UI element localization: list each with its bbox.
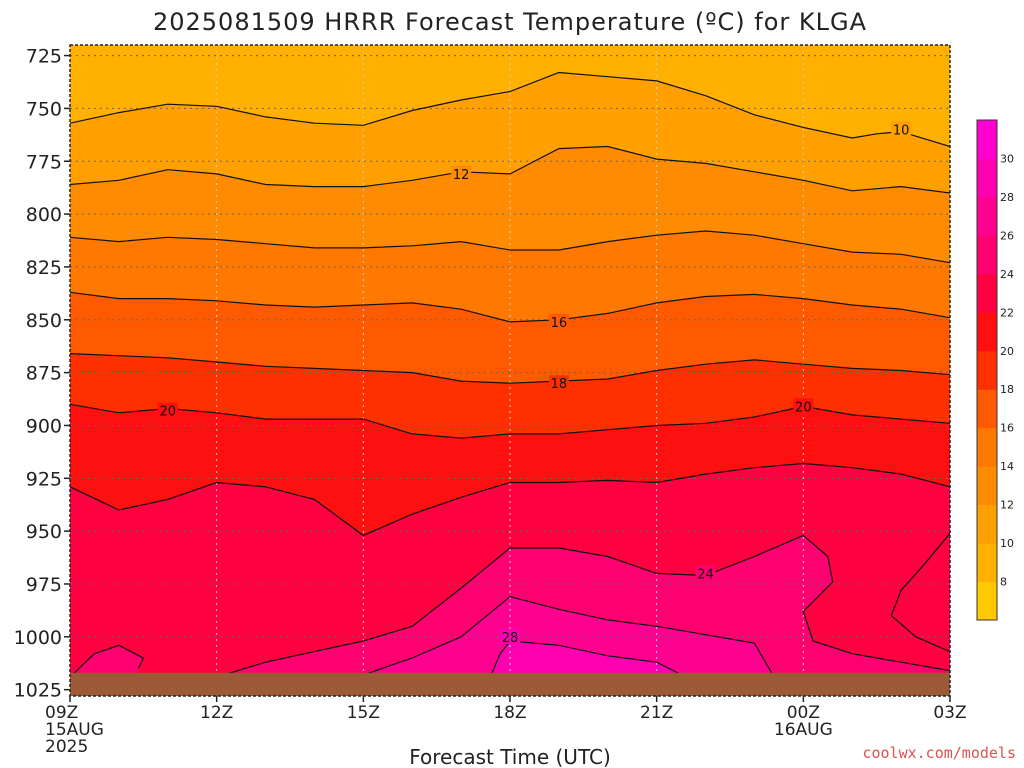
contour-labels: 10 12 16 18 20 20 24 28 bbox=[157, 121, 912, 646]
isotherm-12 bbox=[70, 145, 950, 194]
colorbar-tick-label: 30 bbox=[1000, 152, 1014, 165]
colorbar-segment bbox=[977, 235, 997, 275]
y-tick-label: 750 bbox=[26, 98, 62, 120]
isotherm-28 bbox=[489, 640, 687, 678]
contour-label-group: 18 bbox=[548, 375, 569, 392]
y-tick-label: 875 bbox=[26, 363, 62, 385]
x-tick-label: 15AUG bbox=[45, 720, 104, 740]
x-axis-label: Forecast Time (UTC) bbox=[409, 745, 611, 768]
credit-text: coolwx.com/models bbox=[862, 744, 1016, 762]
contour-label: 18 bbox=[551, 377, 568, 392]
y-tick-label: 825 bbox=[26, 257, 62, 279]
colorbar-segment bbox=[977, 196, 997, 236]
contour-label: 20 bbox=[160, 405, 177, 420]
colorbar-tick-label: 8 bbox=[1000, 576, 1007, 589]
x-tick-label: 15Z bbox=[347, 703, 380, 723]
contour-label-bg bbox=[548, 313, 569, 329]
colorbar-segment bbox=[977, 273, 997, 313]
contour-label-bg bbox=[500, 628, 520, 644]
x-tick-label: 09Z bbox=[45, 703, 78, 723]
y-tick-label: 850 bbox=[26, 310, 62, 332]
x-tick-label: 16AUG bbox=[774, 720, 833, 740]
contour-label-group: 20 bbox=[793, 398, 814, 415]
contour-label-group: 20 bbox=[157, 402, 178, 420]
isotherm-22-pocket bbox=[890, 532, 950, 653]
colorbar-segment bbox=[977, 120, 997, 159]
colorbar-tick-label: 22 bbox=[1000, 306, 1014, 319]
colorbar-legend: 8 10 12 14 16 18 20 22 24 26 28 30 bbox=[976, 119, 1014, 621]
colorbar-segment bbox=[977, 427, 997, 467]
contour-label-bg bbox=[891, 121, 912, 137]
y-tick-label: 1000 bbox=[14, 627, 62, 649]
contour-label-group: 24 bbox=[695, 565, 716, 582]
isotherm-26 bbox=[363, 596, 775, 678]
x-tick-label: 21Z bbox=[640, 703, 673, 723]
isotherm-14 bbox=[70, 230, 950, 264]
y-tick-label: 775 bbox=[26, 151, 62, 173]
contour-label: 16 bbox=[551, 316, 568, 331]
colorbar-segment bbox=[977, 312, 997, 352]
colorbar-tick-label: 26 bbox=[1000, 229, 1014, 242]
isotherm-22 bbox=[70, 462, 950, 537]
y-tick-label: 1025 bbox=[14, 680, 62, 702]
isotherm-18 bbox=[70, 353, 950, 384]
colorbar-segment bbox=[977, 581, 997, 621]
isotherm-10 bbox=[70, 71, 950, 148]
isotherm-24 bbox=[70, 644, 145, 678]
contour-label: 20 bbox=[795, 400, 812, 415]
contour-label-bg bbox=[695, 565, 716, 581]
contour-label-bg bbox=[793, 398, 814, 414]
contour-label-group: 12 bbox=[451, 165, 472, 183]
colorbar-tick-label: 28 bbox=[1000, 191, 1014, 204]
colorbar-segment bbox=[977, 466, 997, 506]
contour-label-group: 10 bbox=[891, 121, 912, 139]
contour-label: 12 bbox=[453, 168, 470, 183]
contour-label: 10 bbox=[893, 124, 910, 139]
x-tick-label: 00Z bbox=[787, 703, 820, 723]
colorbar-tick-label: 24 bbox=[1000, 268, 1014, 281]
contour-label: 24 bbox=[697, 567, 714, 582]
plot-area: 10 12 16 18 20 20 24 28 bbox=[70, 45, 950, 696]
isotherm-16 bbox=[70, 291, 950, 323]
colorbar-tick-label: 16 bbox=[1000, 422, 1014, 435]
colorbar-frame bbox=[976, 119, 998, 621]
x-tick-label: 03Z bbox=[933, 703, 966, 723]
y-tick-label: 925 bbox=[26, 468, 62, 490]
x-tick-label: 12Z bbox=[200, 703, 233, 723]
contour-label-bg bbox=[451, 165, 472, 181]
fill-pocket-22 bbox=[891, 533, 950, 652]
contour-label-bg bbox=[548, 375, 569, 391]
isotherm-contours bbox=[70, 71, 950, 678]
y-tick-label: 900 bbox=[26, 415, 62, 437]
y-tick-label: 725 bbox=[26, 46, 62, 68]
colorbar-tick-label: 12 bbox=[1000, 499, 1014, 512]
y-tick-label: 800 bbox=[26, 204, 62, 226]
colorbar-tick-label: 10 bbox=[1000, 537, 1014, 550]
contour-label-bg bbox=[157, 402, 178, 418]
grid-lines bbox=[70, 45, 950, 696]
isotherm-24 bbox=[216, 534, 950, 678]
ground-fill bbox=[70, 672, 950, 696]
colorbar-segment bbox=[977, 504, 997, 544]
colorbar-segment bbox=[977, 350, 997, 390]
x-tick-label: 18Z bbox=[493, 703, 526, 723]
colorbar-tick-label: 18 bbox=[1000, 383, 1014, 396]
temperature-fill-layer bbox=[70, 45, 950, 696]
colorbar-segment bbox=[977, 543, 997, 583]
ground-surface bbox=[70, 672, 950, 696]
colorbar-tick-label: 20 bbox=[1000, 345, 1014, 358]
contour-label-group: 16 bbox=[548, 313, 569, 331]
colorbar-tick-label: 14 bbox=[1000, 460, 1014, 473]
y-tick-label: 975 bbox=[26, 574, 62, 596]
contour-label-group: 28 bbox=[500, 628, 520, 646]
x-tick-label: 2025 bbox=[45, 737, 88, 757]
y-tick-label: 950 bbox=[26, 521, 62, 543]
chart-title: 2025081509 HRRR Forecast Temperature (ºC… bbox=[153, 8, 867, 36]
colorbar-segment bbox=[977, 158, 997, 198]
y-axis: 725 750 775 800 825 850 875 900 925 950 975 1000 102… bbox=[14, 46, 70, 702]
contour-label: 28 bbox=[502, 631, 519, 646]
colorbar-segment bbox=[977, 389, 997, 429]
